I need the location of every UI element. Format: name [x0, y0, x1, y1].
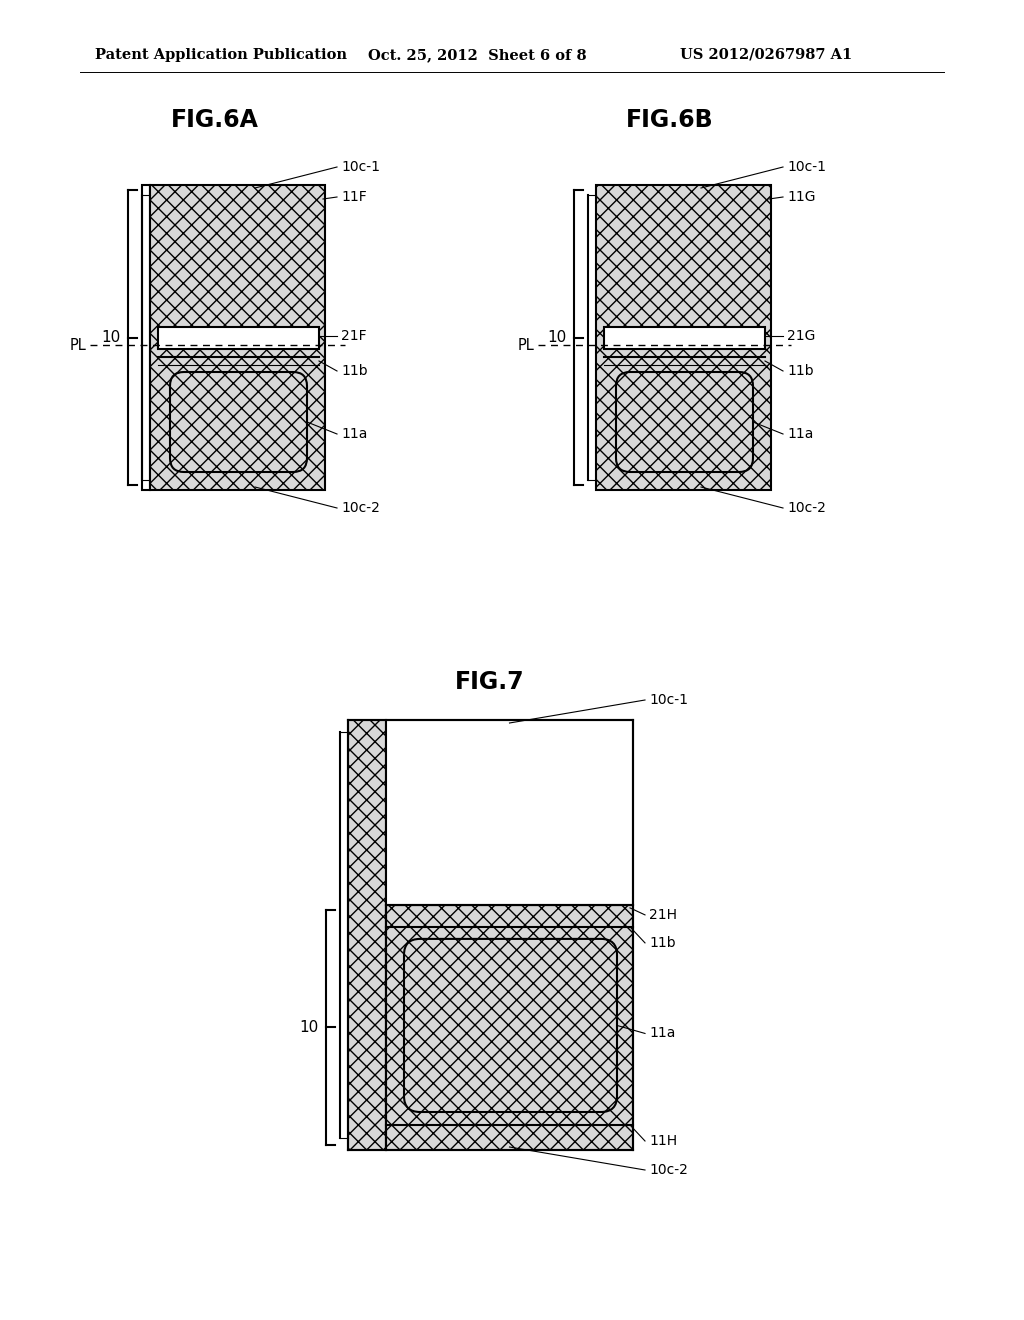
Text: 21G: 21G — [787, 329, 815, 343]
Text: 11F: 11F — [341, 190, 367, 205]
Bar — [386, 719, 633, 906]
Text: Patent Application Publication: Patent Application Publication — [95, 48, 347, 62]
Text: 10c-2: 10c-2 — [649, 1163, 688, 1177]
Bar — [142, 185, 150, 490]
Text: 10c-1: 10c-1 — [341, 160, 380, 174]
Text: 11a: 11a — [649, 1027, 676, 1040]
Text: PL: PL — [517, 338, 534, 352]
Bar — [158, 327, 319, 348]
Text: 11b: 11b — [787, 364, 814, 378]
Text: 11H: 11H — [649, 1134, 677, 1148]
Text: PL: PL — [70, 338, 86, 352]
Text: 10c-2: 10c-2 — [787, 502, 826, 515]
Text: FIG.6A: FIG.6A — [171, 108, 259, 132]
Text: 10: 10 — [300, 1020, 319, 1035]
Text: 10c-1: 10c-1 — [649, 693, 688, 708]
Bar — [386, 906, 633, 1150]
Bar — [150, 185, 325, 490]
Bar — [596, 185, 771, 490]
Bar — [348, 719, 386, 1150]
Text: 10: 10 — [101, 330, 121, 345]
Bar — [604, 327, 765, 348]
Text: 10: 10 — [548, 330, 567, 345]
Text: 10c-2: 10c-2 — [341, 502, 380, 515]
Text: 11a: 11a — [341, 426, 368, 441]
Text: 11G: 11G — [787, 190, 815, 205]
Text: FIG.7: FIG.7 — [456, 671, 525, 694]
Text: 21H: 21H — [649, 908, 677, 921]
Text: US 2012/0267987 A1: US 2012/0267987 A1 — [680, 48, 852, 62]
Text: 10c-1: 10c-1 — [787, 160, 826, 174]
Text: 11b: 11b — [341, 364, 368, 378]
Text: Oct. 25, 2012  Sheet 6 of 8: Oct. 25, 2012 Sheet 6 of 8 — [368, 48, 587, 62]
Text: FIG.6B: FIG.6B — [627, 108, 714, 132]
Text: 11a: 11a — [787, 426, 813, 441]
Text: 21F: 21F — [341, 329, 367, 343]
Text: 11b: 11b — [649, 936, 676, 950]
